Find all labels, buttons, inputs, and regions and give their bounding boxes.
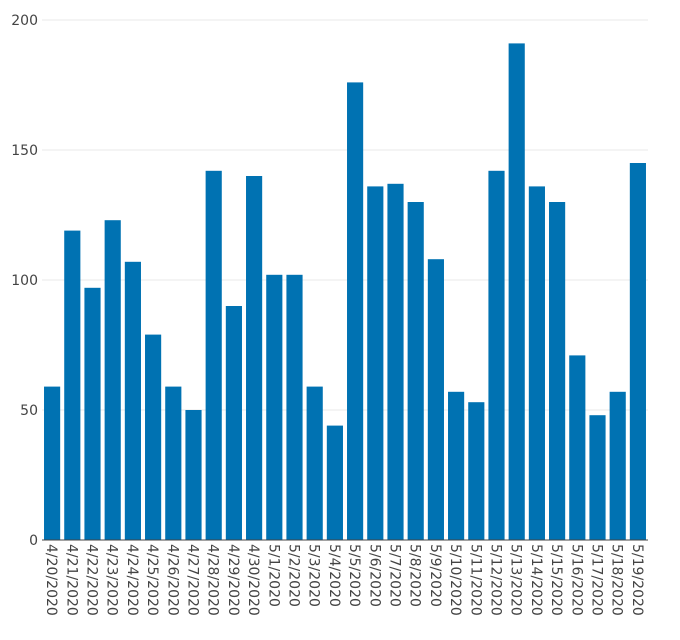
x-tick-label: 5/10/2020: [447, 544, 463, 616]
bar: [629, 163, 646, 540]
x-tick-label: 5/6/2020: [366, 544, 382, 607]
bar: [64, 230, 81, 540]
bar: [448, 391, 465, 540]
bar: [508, 43, 525, 541]
bar: [407, 202, 424, 540]
x-tick-label: 4/30/2020: [245, 544, 261, 616]
x-tick-label: 4/28/2020: [205, 544, 221, 616]
y-tick-label: 0: [29, 533, 38, 549]
bars: [44, 43, 646, 541]
bar: [468, 402, 485, 540]
y-tick-labels: 0 50 100 150 200: [11, 13, 38, 549]
y-tick-label: 50: [20, 403, 38, 419]
bar: [246, 176, 263, 540]
x-tick-label: 4/23/2020: [104, 544, 120, 616]
bar: [528, 186, 545, 540]
bar: [266, 274, 283, 540]
bar: [347, 82, 364, 541]
bar: [326, 425, 343, 540]
bar: [225, 306, 242, 540]
x-tick-label: 4/20/2020: [43, 544, 59, 616]
y-tick-label: 100: [11, 273, 38, 289]
x-tick-label: 4/26/2020: [164, 544, 180, 616]
bar: [185, 410, 202, 540]
x-tick-label: 5/4/2020: [326, 544, 342, 607]
x-tick-label: 4/27/2020: [185, 544, 201, 616]
x-tick-label: 5/19/2020: [629, 544, 645, 616]
gridlines: [42, 19, 648, 411]
x-tick-label: 4/22/2020: [84, 544, 100, 616]
bar: [488, 170, 505, 541]
x-tick-label: 4/24/2020: [124, 544, 140, 616]
y-tick-label: 150: [11, 143, 38, 159]
y-tick-label: 200: [11, 13, 38, 29]
bar: [104, 220, 121, 540]
bar: [44, 386, 61, 540]
bar: [165, 386, 182, 540]
bar: [427, 259, 444, 540]
x-tick-label: 4/29/2020: [225, 544, 241, 616]
x-tick-label: 5/3/2020: [306, 544, 322, 607]
bar: [84, 287, 101, 540]
x-tick-label: 5/11/2020: [467, 544, 483, 616]
bar: [609, 391, 626, 540]
x-tick-labels: 4/20/2020 4/21/2020 4/22/2020 4/23/2020 4/24…: [43, 544, 645, 616]
bar: [589, 415, 606, 540]
x-tick-label: 5/16/2020: [568, 544, 584, 616]
x-tick-label: 4/21/2020: [63, 544, 79, 616]
bar: [306, 386, 323, 540]
x-tick-label: 5/1/2020: [265, 544, 281, 607]
bar: [367, 186, 384, 540]
x-tick-label: 5/15/2020: [548, 544, 564, 616]
bar: [549, 202, 566, 540]
x-tick-label: 5/13/2020: [508, 544, 524, 616]
x-tick-label: 5/5/2020: [346, 544, 362, 607]
x-tick-label: 5/18/2020: [609, 544, 625, 616]
x-tick-label: 5/9/2020: [427, 544, 443, 607]
bar: [286, 274, 303, 540]
x-tick-label: 5/12/2020: [488, 544, 504, 616]
bar: [387, 183, 404, 541]
bar: [205, 170, 222, 541]
x-tick-label: 5/2/2020: [286, 544, 302, 607]
x-tick-label: 5/17/2020: [589, 544, 605, 616]
bar: [124, 261, 141, 540]
x-tick-label: 4/25/2020: [144, 544, 160, 616]
bar: [569, 355, 586, 540]
x-tick-label: 5/8/2020: [407, 544, 423, 607]
x-tick-label: 5/14/2020: [528, 544, 544, 616]
bar: [145, 334, 162, 540]
x-tick-label: 5/7/2020: [387, 544, 403, 607]
